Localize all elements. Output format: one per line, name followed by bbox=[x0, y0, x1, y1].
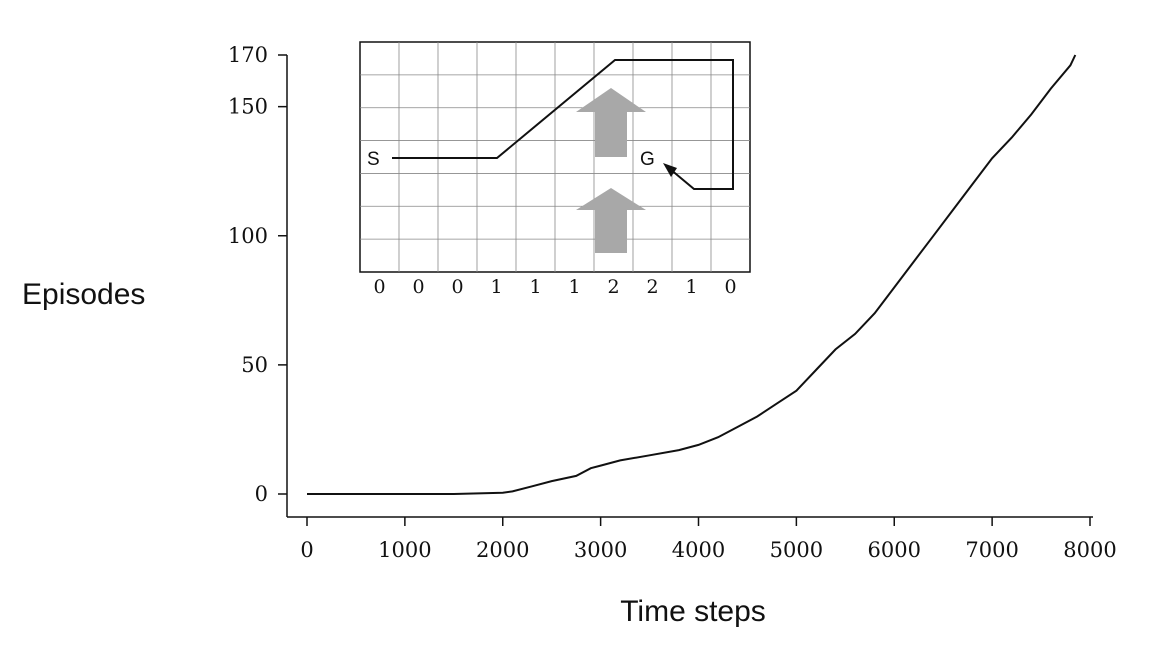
wind-strength-label: 2 bbox=[607, 276, 619, 298]
y-tick-label: 150 bbox=[228, 95, 268, 119]
trajectory-path bbox=[392, 59, 734, 190]
x-tick-label: 5000 bbox=[770, 538, 823, 562]
x-ticks: 0 1000 2000 3000 4000 5000 6000 7000 8000 bbox=[300, 517, 1117, 562]
wind-strength-label: 0 bbox=[724, 276, 736, 298]
wind-strength-label: 1 bbox=[490, 276, 502, 298]
x-tick-label: 4000 bbox=[672, 538, 725, 562]
wind-strength-label: 0 bbox=[412, 276, 424, 298]
y-tick-label: 100 bbox=[228, 224, 268, 248]
y-tick-label: 0 bbox=[255, 482, 268, 506]
start-label: S bbox=[367, 149, 380, 170]
wind-arrow-icon bbox=[576, 88, 646, 157]
wind-strength-label: 1 bbox=[685, 276, 697, 298]
x-tick-label: 6000 bbox=[868, 538, 921, 562]
wind-strength-label: 0 bbox=[373, 276, 385, 298]
x-tick-label: 8000 bbox=[1063, 538, 1116, 562]
x-tick-label: 7000 bbox=[965, 538, 1018, 562]
episodes-series-line bbox=[307, 54, 1077, 495]
wind-strength-label: 2 bbox=[646, 276, 658, 298]
y-axis-title: Episodes bbox=[22, 278, 145, 311]
wind-strength-label: 1 bbox=[568, 276, 580, 298]
wind-strength-labels: 0 0 0 1 1 1 2 2 1 0 bbox=[373, 276, 736, 298]
x-axis-title: Time steps bbox=[620, 595, 766, 628]
wind-strength-label: 1 bbox=[529, 276, 541, 298]
goal-label: G bbox=[640, 149, 655, 170]
x-tick-label: 0 bbox=[300, 538, 313, 562]
y-ticks: 0 50 100 150 170 bbox=[228, 43, 287, 506]
x-tick-label: 3000 bbox=[574, 538, 627, 562]
wind-strength-label: 0 bbox=[451, 276, 463, 298]
trajectory-arrowhead-icon bbox=[663, 163, 677, 177]
x-tick-label: 1000 bbox=[378, 538, 431, 562]
x-tick-label: 2000 bbox=[476, 538, 529, 562]
y-tick-label: 170 bbox=[228, 43, 268, 67]
y-tick-label: 50 bbox=[241, 353, 268, 377]
windy-gridworld-inset: S G 0 0 0 1 1 1 2 2 1 0 bbox=[359, 41, 751, 298]
wind-arrow-icon bbox=[576, 188, 646, 253]
